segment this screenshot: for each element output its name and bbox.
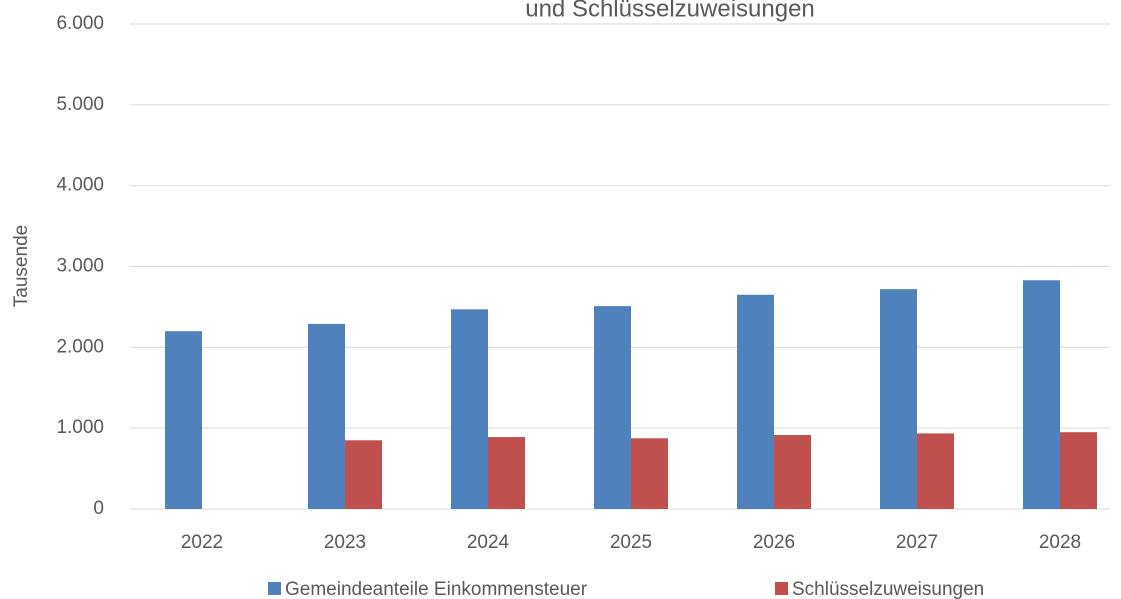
bar — [1023, 280, 1060, 509]
x-tick-label: 2024 — [467, 532, 510, 553]
y-tick-label: 5.000 — [56, 94, 104, 115]
bar — [631, 438, 668, 509]
y-tick-label: 2.000 — [56, 336, 104, 357]
bar — [165, 331, 202, 509]
bar — [1060, 432, 1097, 509]
bar — [488, 437, 525, 509]
x-tick-label: 2023 — [324, 532, 366, 553]
bar — [594, 306, 631, 509]
legend-label: Schlüsselzuweisungen — [792, 579, 984, 599]
x-tick-label: 2022 — [181, 532, 223, 553]
bar — [451, 309, 488, 509]
y-tick-label: 0 — [93, 498, 104, 519]
bar — [774, 435, 811, 509]
y-tick-label: 4.000 — [56, 175, 104, 196]
x-tick-label: 2028 — [1039, 532, 1081, 553]
chart-title: und Schlüsselzuweisungen — [525, 0, 815, 22]
bar — [917, 433, 954, 509]
bar — [308, 323, 345, 509]
bar — [880, 289, 917, 509]
y-tick-label: 3.000 — [56, 256, 104, 277]
y-axis-label: Tausende — [11, 225, 32, 307]
bar — [737, 294, 774, 509]
x-tick-label: 2027 — [896, 532, 938, 553]
legend-swatch — [775, 582, 788, 595]
x-tick-label: 2026 — [753, 532, 795, 553]
bar — [345, 440, 382, 509]
x-tick-label: 2025 — [610, 532, 652, 553]
legend-label: Gemeindeanteile Einkommensteuer — [285, 579, 588, 599]
y-tick-label: 6.000 — [56, 13, 104, 34]
y-tick-label: 1.000 — [56, 417, 104, 438]
legend-swatch — [268, 582, 281, 595]
